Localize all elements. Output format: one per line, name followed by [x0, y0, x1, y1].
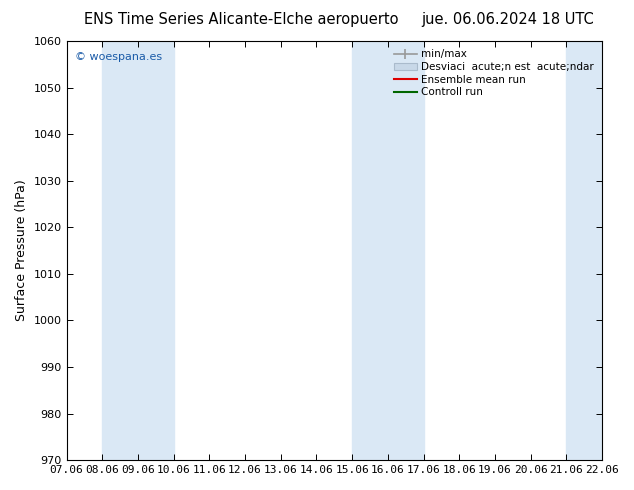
Text: ENS Time Series Alicante-Elche aeropuerto: ENS Time Series Alicante-Elche aeropuert… [84, 12, 398, 27]
Y-axis label: Surface Pressure (hPa): Surface Pressure (hPa) [15, 180, 28, 321]
Bar [352, 41, 424, 460]
Text: © woespana.es: © woespana.es [75, 51, 162, 62]
Text: jue. 06.06.2024 18 UTC: jue. 06.06.2024 18 UTC [421, 12, 593, 27]
Bar [102, 41, 174, 460]
Bar [566, 41, 602, 460]
Legend: min/max, Desviaci  acute;n est  acute;ndar, Ensemble mean run, Controll run: min/max, Desviaci acute;n est acute;ndar… [391, 46, 597, 100]
